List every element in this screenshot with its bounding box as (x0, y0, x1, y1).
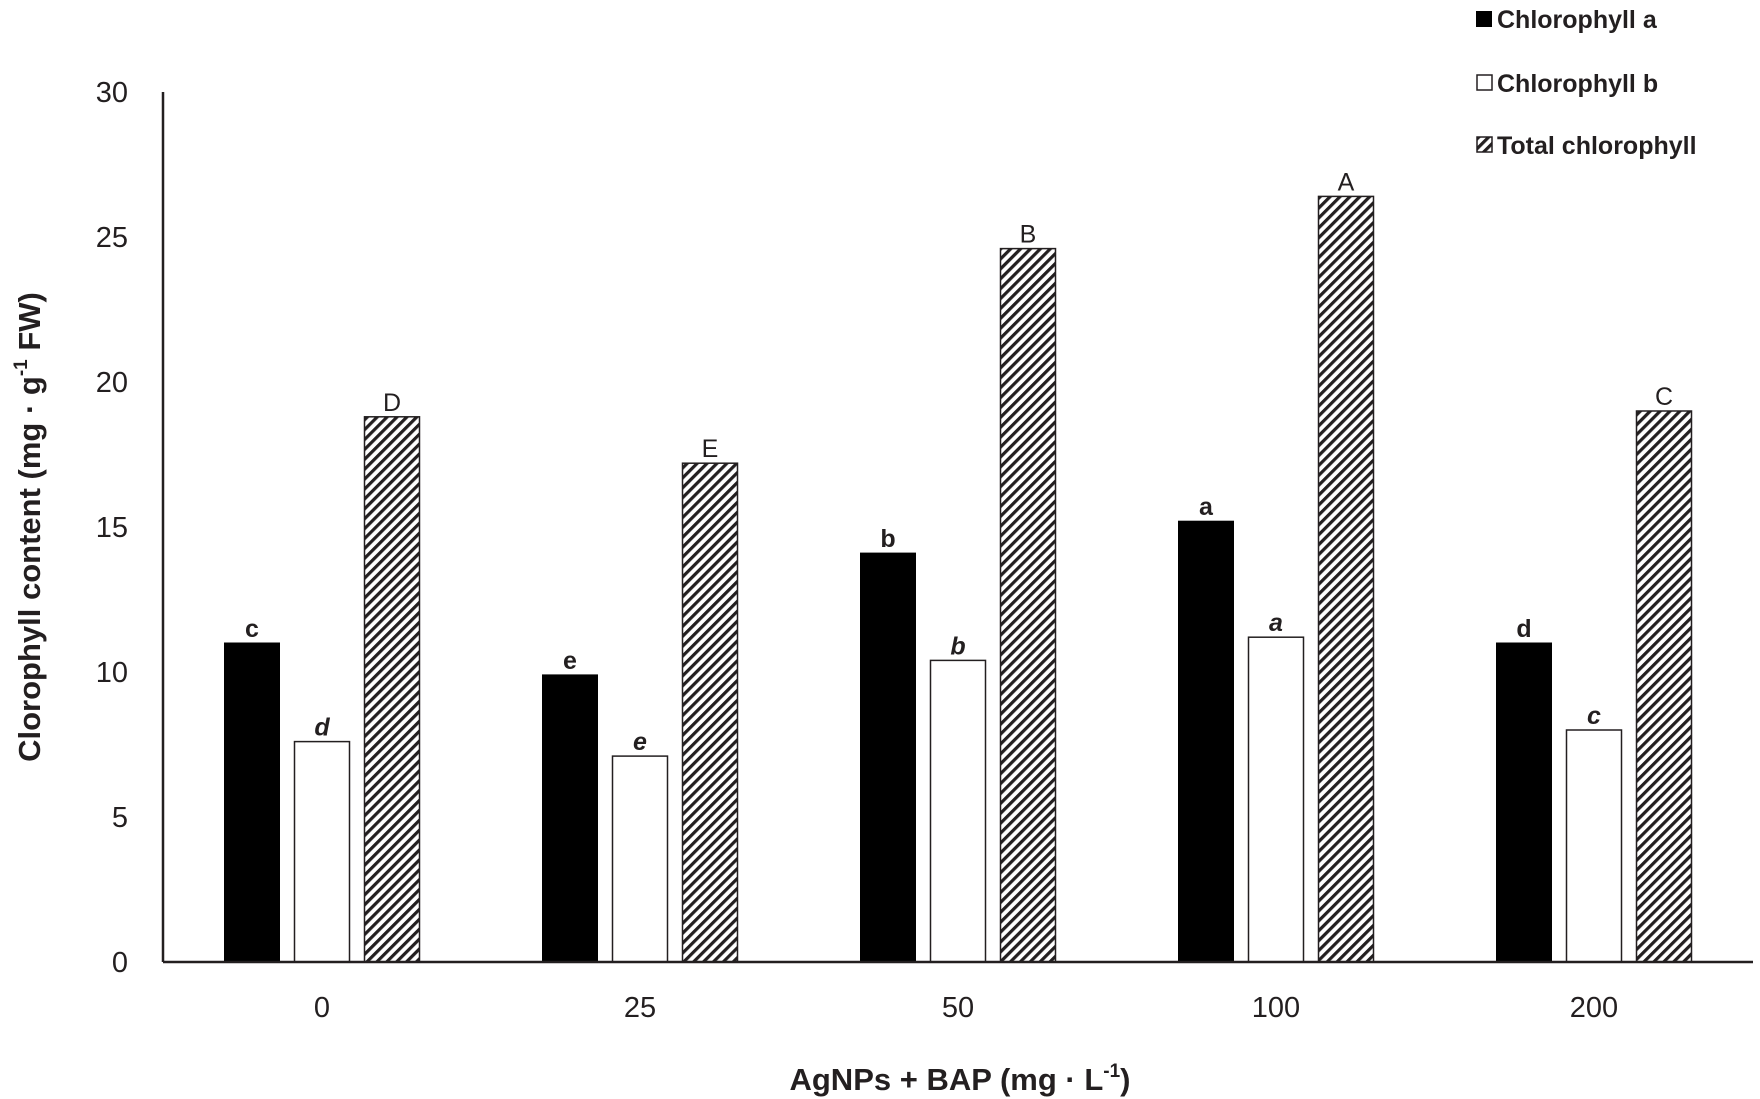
bar-total-chlorophyll-50 (999, 247, 1057, 963)
letter-total-chlorophyll-50: B (1020, 221, 1037, 249)
letter-chlorophyll-a-100: a (1199, 493, 1214, 521)
bar-chlorophyll-a-100 (1178, 520, 1234, 963)
bar-chlorophyll-b-50 (929, 659, 987, 963)
bar-chlorophyll-b-200 (1565, 729, 1623, 963)
letter-chlorophyll-b-0: d (314, 714, 330, 742)
legend-item-total-chlorophyll: Total chlorophyll (1476, 132, 1697, 160)
y-tick-label-10: 10 (96, 657, 128, 689)
letter-total-chlorophyll-100: A (1338, 168, 1355, 196)
x-axis-title: AgNPs + BAP (mg · L-1) (789, 1061, 1130, 1097)
bar-group (224, 195, 1693, 963)
x-tick-label-0: 0 (314, 992, 330, 1024)
x-tick-label-25: 25 (624, 992, 656, 1024)
letter-chlorophyll-b-25: e (633, 728, 647, 756)
bar-chlorophyll-a-25 (542, 674, 598, 963)
x-tick-label-50: 50 (942, 992, 974, 1024)
y-tick-label-0: 0 (112, 947, 128, 979)
bar-total-chlorophyll-100 (1317, 195, 1375, 963)
bar-total-chlorophyll-200 (1635, 410, 1693, 963)
x-tick-label-100: 100 (1252, 992, 1300, 1024)
letter-chlorophyll-a-200: d (1516, 615, 1531, 643)
letter-total-chlorophyll-25: E (702, 435, 719, 463)
letter-chlorophyll-b-200: c (1587, 702, 1601, 730)
legend-label-chlorophyll-a: Chlorophyll a (1497, 6, 1658, 34)
legend-label-total-chlorophyll: Total chlorophyll (1497, 132, 1697, 160)
legend-swatch-chlorophyll-b (1476, 74, 1493, 91)
legend-item-chlorophyll-b: Chlorophyll b (1476, 70, 1658, 98)
letter-total-chlorophyll-0: D (383, 389, 401, 417)
bar-chlorophyll-a-50 (860, 552, 916, 963)
y-tick-label-25: 25 (96, 222, 128, 254)
bar-chlorophyll-b-100 (1247, 636, 1305, 963)
bar-chlorophyll-b-0 (293, 740, 351, 963)
y-tick-label-20: 20 (96, 367, 128, 399)
letter-chlorophyll-b-50: b (950, 632, 965, 660)
legend-swatch-total-chlorophyll (1476, 136, 1493, 153)
bar-total-chlorophyll-25 (681, 462, 739, 963)
bar-chlorophyll-b-25 (611, 755, 669, 963)
bar-total-chlorophyll-0 (363, 416, 421, 963)
x-tick-label-200: 200 (1570, 992, 1618, 1024)
y-tick-label-30: 30 (96, 77, 128, 109)
bar-chlorophyll-a-200 (1496, 642, 1552, 963)
legend: Chlorophyll a Chlorophyll b Total chloro… (1476, 6, 1697, 160)
y-axis-title: Clorophyll content (mg · g-1 FW) (11, 292, 47, 762)
legend-label-chlorophyll-b: Chlorophyll b (1497, 70, 1658, 98)
significance-letters: c d De e Eb b Ba a Ad c C (245, 168, 1673, 756)
x-tick-labels: 0 25 50 100 200 (314, 992, 1618, 1024)
letter-chlorophyll-b-100: a (1269, 609, 1283, 637)
legend-swatch-chlorophyll-a (1476, 11, 1492, 27)
bar-chlorophyll-a-0 (224, 642, 280, 963)
y-tick-label-15: 15 (96, 512, 128, 544)
letter-chlorophyll-a-0: c (245, 615, 259, 643)
legend-item-chlorophyll-a: Chlorophyll a (1476, 6, 1658, 34)
letter-total-chlorophyll-200: C (1655, 383, 1673, 411)
y-tick-label-5: 5 (112, 802, 128, 834)
letter-chlorophyll-a-50: b (880, 525, 895, 553)
y-tick-labels: 0 5 10 15 20 25 30 (96, 77, 128, 979)
letter-chlorophyll-a-25: e (563, 647, 577, 675)
